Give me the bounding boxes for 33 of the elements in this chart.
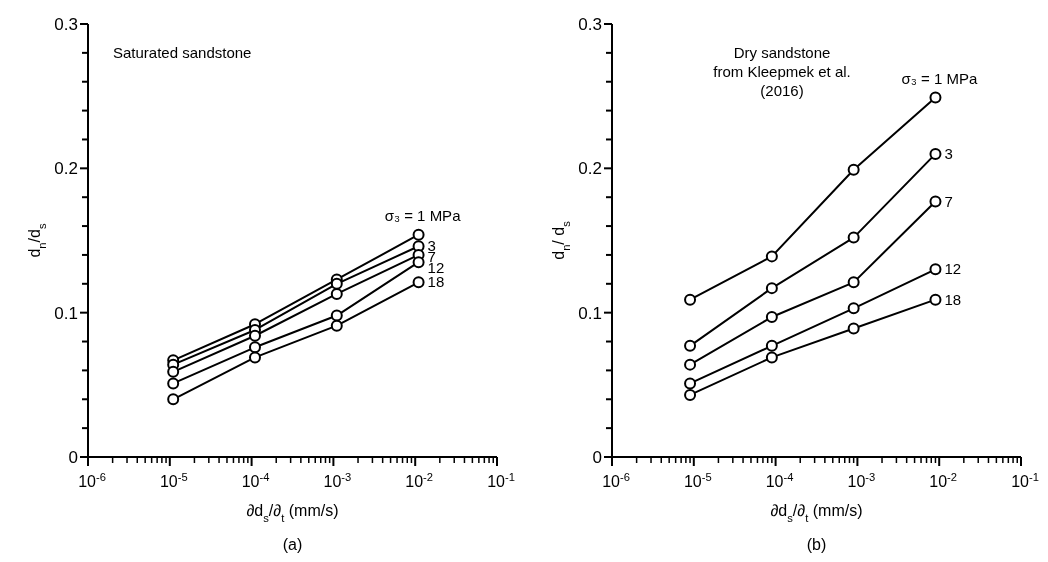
annotation: Saturated sandstone	[113, 44, 252, 61]
x-axis-title: ∂d$_{s}$/∂$_{t}$ (mm/s)	[246, 502, 339, 524]
x-tick-label: 10$^{-1}$	[487, 471, 515, 490]
x-tick-label: 10$^{-5}$	[159, 471, 188, 490]
y-tick-label: 0.1	[578, 303, 602, 323]
series-label: σ₃ = 1 MPa	[384, 206, 462, 224]
text: (a)	[282, 536, 303, 553]
series-label: 12	[944, 260, 962, 278]
series-label: 18	[944, 290, 962, 308]
x-tick-label: 10$^{-6}$	[602, 471, 630, 490]
series-label: σ₃ = 1 MPa	[901, 69, 979, 87]
text: (b)	[806, 536, 827, 553]
y-tick-label: 0	[68, 448, 78, 467]
x-tick-label: 10$^{-6}$	[78, 471, 106, 490]
y-tick-label: 0.1	[54, 303, 78, 323]
x-axis-title: ∂d$_{s}$/∂$_{t}$ (mm/s)	[770, 502, 863, 524]
x-tick-label: 10$^{-2}$	[405, 471, 434, 490]
annotation: Dry sandstone from Kleepmek et al. (2016)	[713, 44, 851, 99]
x-tick-label: 10$^{-4}$	[241, 471, 270, 490]
series-label: 18	[427, 273, 445, 291]
y-tick-label: 0.3	[578, 15, 602, 34]
x-tick-label: 10$^{-4}$	[765, 471, 794, 490]
series-label: 7	[944, 192, 953, 210]
y-tick-label: 0	[592, 448, 602, 467]
x-tick-label: 10$^{-5}$	[683, 471, 712, 490]
x-tick-label: 10$^{-3}$	[323, 471, 352, 490]
y-tick-label: 0.3	[54, 15, 78, 34]
x-tick-label: 10$^{-1}$	[1011, 471, 1039, 490]
y-tick-label: 0.2	[578, 159, 602, 179]
y-tick-label: 0.2	[54, 159, 78, 179]
x-tick-label: 10$^{-3}$	[847, 471, 876, 490]
series-label: 3	[944, 144, 953, 162]
x-tick-label: 10$^{-2}$	[929, 471, 958, 490]
